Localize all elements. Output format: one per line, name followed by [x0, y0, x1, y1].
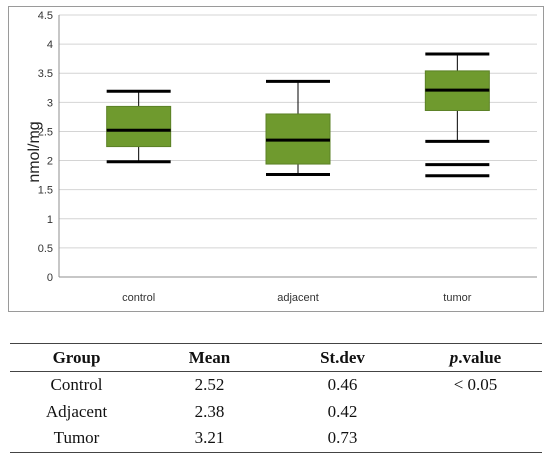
stats-table: Group Mean St.dev p.value Control 2.52 0…: [10, 343, 542, 453]
cell-pvalue: [409, 425, 542, 453]
table-row: Adjacent 2.38 0.42: [10, 399, 542, 426]
cell-mean: 2.52: [194, 375, 225, 395]
cell-pvalue: < 0.05: [453, 375, 498, 395]
y-tick-label: 3.5: [38, 68, 53, 80]
table-header-row: Group Mean St.dev p.value: [10, 343, 542, 372]
x-category-label: tumor: [443, 292, 471, 304]
header-pvalue-rest: .value: [458, 347, 502, 367]
cell-stdev: 0.73: [276, 425, 409, 453]
y-tick-label: 4: [47, 39, 53, 51]
y-tick-label: 2.5: [38, 126, 53, 138]
cell-mean: 2.38: [194, 401, 225, 421]
y-tick-label: 0.5: [38, 243, 53, 255]
box-control: [106, 105, 172, 148]
table-row: Tumor 3.21 0.73: [10, 425, 542, 453]
cell-group: Control: [50, 375, 103, 395]
y-tick-label: 1.5: [38, 185, 53, 197]
x-category-label: adjacent: [277, 292, 319, 304]
header-mean: Mean: [143, 343, 276, 372]
cell-stdev: 0.46: [327, 375, 358, 395]
y-tick-label: 4.5: [38, 10, 53, 22]
header-stdev: St.dev: [276, 343, 409, 372]
cell-pvalue: [409, 399, 542, 426]
y-axis-label: nmol/mg: [26, 121, 43, 182]
cell-mean: 3.21: [143, 425, 276, 453]
cell-group: Adjacent: [45, 401, 108, 421]
header-pvalue-italic: p: [449, 347, 459, 367]
boxplot-chart: 0 0.5 1 1.5 2 2.5 3 3.5 4 4.5 nmol/mg control adjace…: [26, 10, 537, 304]
cell-stdev: 0.42: [327, 401, 358, 421]
table-row: Control 2.52 0.46 < 0.05: [10, 372, 542, 399]
y-tick-label: 0: [47, 272, 53, 284]
y-tick-label: 2: [47, 156, 53, 168]
cell-group: Tumor: [10, 425, 143, 453]
header-pvalue: p.value: [409, 343, 542, 372]
chart-frame: 0 0.5 1 1.5 2 2.5 3 3.5 4 4.5 nmol/mg control adjace…: [8, 6, 544, 312]
x-category-label: control: [122, 292, 155, 304]
y-tick-label: 1: [47, 214, 53, 226]
header-group: Group: [10, 343, 143, 372]
y-tick-label: 3: [47, 97, 53, 109]
